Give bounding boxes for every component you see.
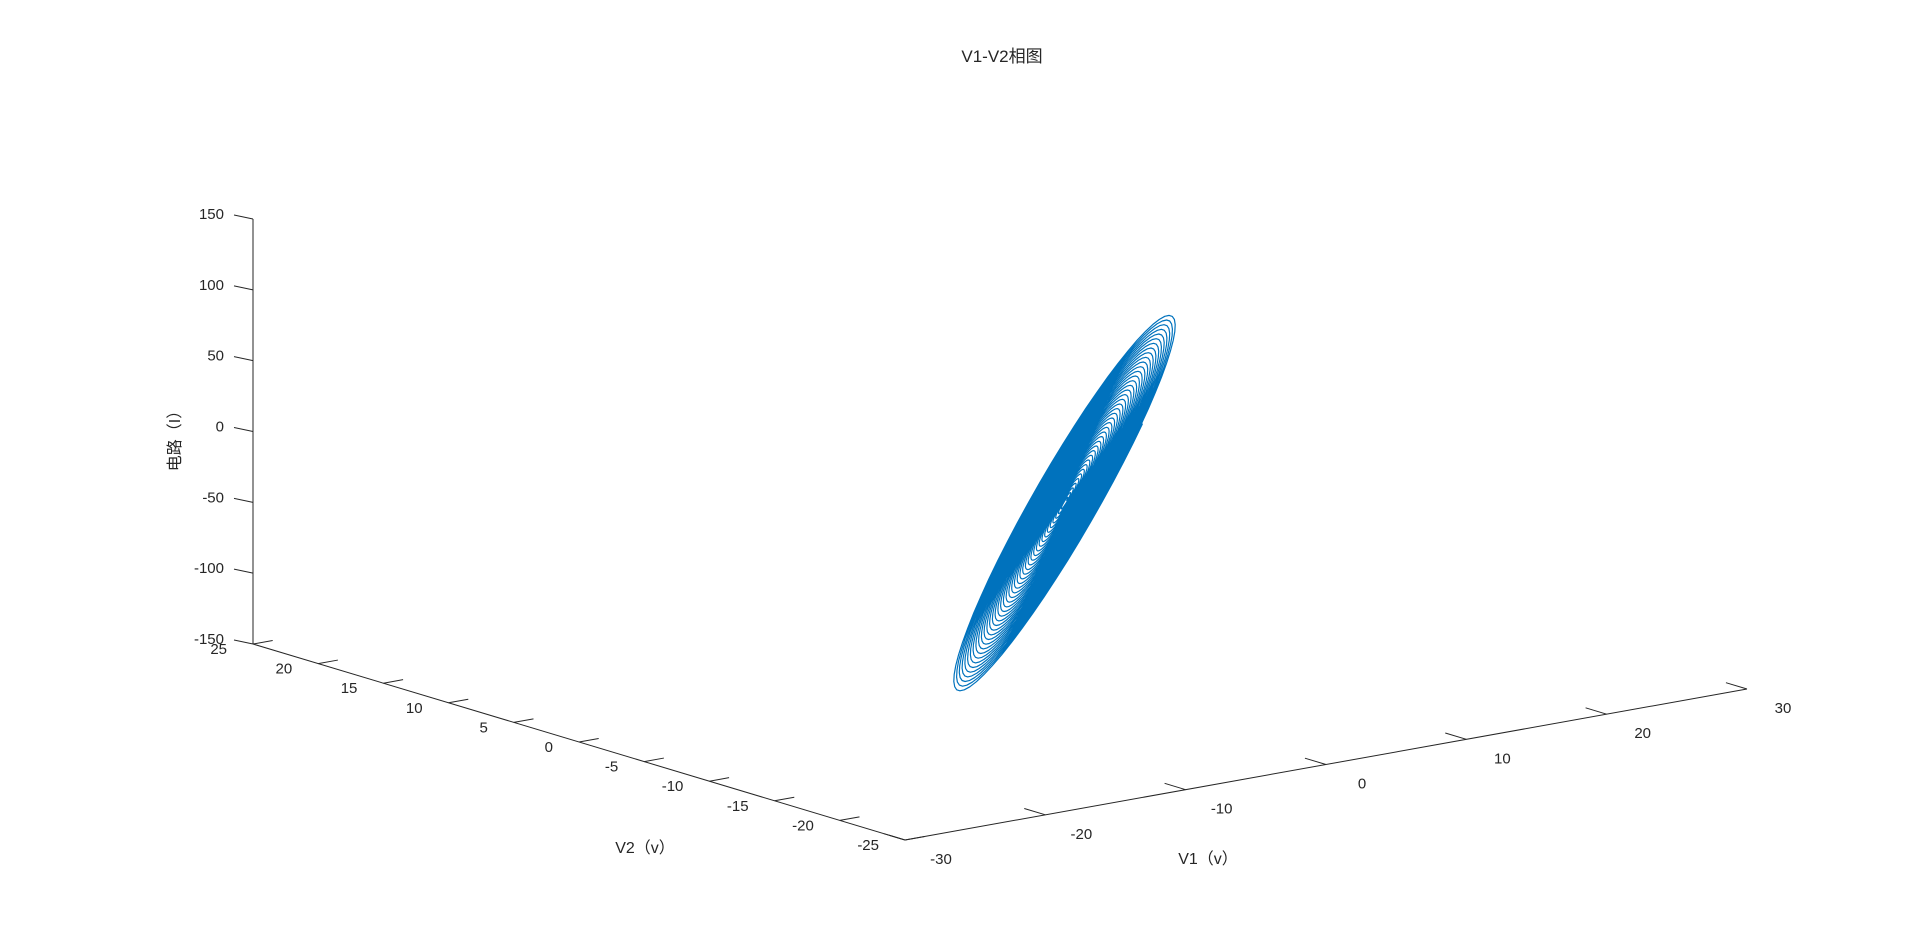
z-tick-label: -100 [194,560,224,577]
x-axis-label: V1（v） [1178,850,1238,868]
y-tick-label: -20 [792,817,814,834]
x-tick-label: 30 [1775,700,1792,717]
y-tick-label: -10 [662,778,684,795]
spiral-series-line [953,314,1176,692]
z-tick-label: 100 [199,277,224,294]
tick-group: -150-100-50050100150-25-20-15-10-5051015… [194,206,1791,868]
y-axis-label: V2（v） [615,839,675,857]
x-tick-mark [1585,707,1607,715]
x-tick-mark [1445,732,1467,740]
y-tick-mark [383,679,404,684]
x-tick-mark [1304,757,1327,765]
x-tick-label: 10 [1494,750,1511,767]
series-group [953,314,1176,692]
x-tick-label: -20 [1070,826,1092,843]
y-tick-mark [578,737,599,743]
y-tick-mark [839,816,860,821]
x-tick-label: -30 [930,851,952,868]
x-tick-mark [883,833,906,841]
y-tick-mark [644,757,664,763]
x-tick-label: 20 [1634,725,1651,742]
z-tick-label: -50 [202,489,224,506]
x-tick-mark [1725,682,1748,690]
y-tick-mark [252,639,273,645]
y-tick-label: 25 [210,641,227,658]
z-tick-mark [233,497,254,503]
y-tick-mark [774,796,795,802]
y-tick-label: -5 [605,759,618,776]
y-tick-label: -25 [857,837,879,854]
z-tick-label: 50 [207,348,224,365]
y-tick-mark [318,659,338,665]
y-tick-mark [904,835,925,841]
y-tick-label: -15 [727,798,749,815]
y-tick-label: 10 [406,700,423,717]
chart-title: V1-V2相图 [961,47,1042,66]
z-tick-label: 150 [199,206,224,223]
x-tick-label: -10 [1211,801,1233,818]
z-tick-mark [233,639,254,645]
y-tick-label: 5 [479,719,487,736]
z-tick-mark [233,427,254,432]
x-tick-mark [1024,808,1046,816]
x-tick-mark [1164,782,1186,791]
z-tick-label: -150 [194,631,224,648]
y-tick-label: 0 [545,739,553,756]
y-tick-label: 15 [341,680,358,697]
z-axis-label: 电路（I） [166,403,184,471]
z-tick-mark [233,356,254,362]
y-tick-mark [709,777,730,782]
y-tick-mark [448,698,469,704]
x-tick-label: 0 [1358,776,1366,793]
y-tick-mark [513,718,534,723]
z-tick-label: 0 [216,419,224,436]
z-tick-mark [233,568,254,574]
z-tick-mark [233,214,254,220]
z-tick-mark [233,285,254,291]
y-tick-label: 20 [276,661,293,678]
